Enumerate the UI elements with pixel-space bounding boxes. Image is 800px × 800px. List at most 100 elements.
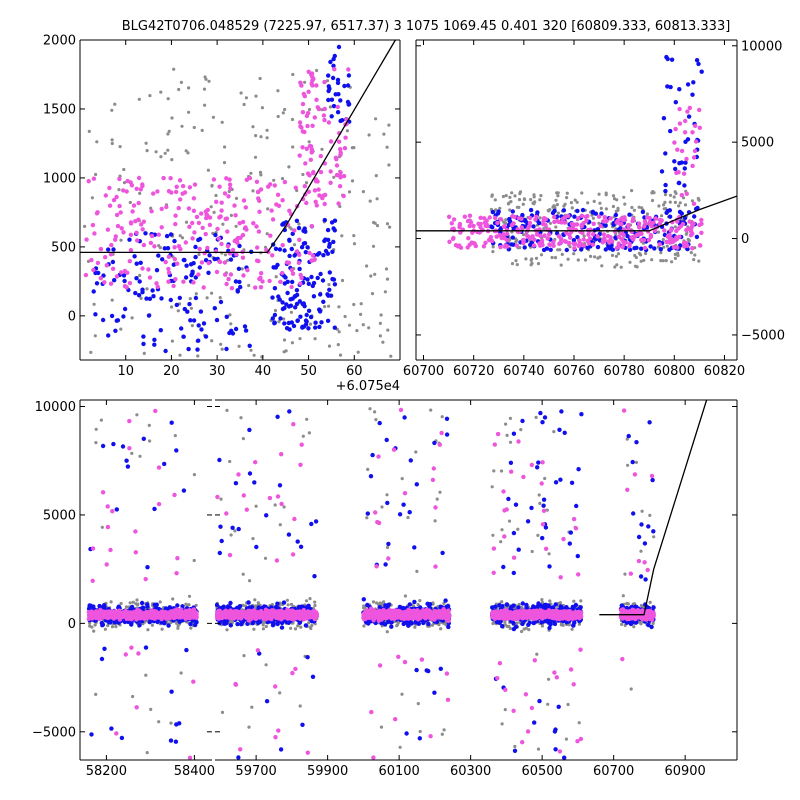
x-tick-label: 10 [117, 364, 134, 379]
grey-point [293, 627, 298, 631]
magenta-point [89, 257, 94, 263]
grey-point [536, 262, 541, 266]
grey-point [287, 165, 291, 169]
magenta-point [690, 130, 695, 135]
grey-point [110, 138, 114, 142]
grey-point [684, 232, 688, 236]
grey-point [194, 603, 198, 607]
blue-point [162, 246, 167, 251]
grey-point [207, 79, 211, 83]
grey-point [583, 258, 588, 262]
grey-point [189, 626, 193, 630]
blue-point [328, 59, 333, 65]
magenta-point [322, 79, 327, 85]
blue-point [331, 63, 336, 68]
grey-point [276, 114, 280, 119]
magenta-point [228, 186, 233, 191]
blue-point [329, 114, 334, 119]
model-line [80, 40, 396, 254]
blue-point [106, 247, 111, 252]
blue-point [303, 322, 309, 327]
blue-point [182, 306, 187, 312]
blue-point [665, 208, 670, 214]
magenta-point [115, 223, 121, 229]
grey-point [697, 259, 701, 263]
grey-point [510, 191, 514, 195]
grey-point [388, 225, 392, 229]
magenta-point [636, 221, 642, 226]
magenta-point [679, 192, 684, 198]
magenta-point [476, 221, 481, 226]
grey-point [92, 629, 96, 633]
grey-point [307, 140, 311, 144]
blue-point [137, 623, 142, 628]
magenta-point [466, 236, 471, 241]
magenta-point [254, 258, 260, 263]
magenta-point [175, 611, 180, 616]
grey-point [352, 146, 356, 150]
grey-point [178, 353, 182, 357]
magenta-point [127, 418, 132, 424]
magenta-point [677, 121, 683, 126]
blue-point [322, 238, 327, 244]
blue-point [156, 253, 161, 258]
blue-point [100, 443, 106, 449]
magenta-point [117, 203, 122, 209]
grey-point [234, 196, 239, 200]
blue-point [673, 100, 678, 105]
blue-point [169, 420, 174, 425]
magenta-point [127, 259, 132, 264]
blue-point [287, 237, 292, 242]
magenta-point [692, 148, 698, 154]
blue-point [272, 286, 278, 291]
magenta-point [622, 215, 627, 220]
blue-point [694, 58, 700, 63]
blue-point [134, 276, 139, 281]
magenta-point [151, 191, 156, 196]
magenta-point [204, 215, 209, 221]
magenta-point [626, 222, 631, 228]
grey-point [200, 128, 204, 132]
magenta-point [266, 184, 271, 189]
magenta-point [144, 614, 150, 620]
blue-point [292, 253, 297, 258]
blue-point [299, 604, 305, 609]
grey-point [553, 256, 558, 260]
magenta-point [493, 215, 498, 221]
grey-point [283, 107, 287, 112]
magenta-point [668, 236, 674, 241]
blue-point [346, 102, 351, 107]
grey-point [119, 601, 123, 606]
magenta-point [118, 210, 123, 215]
magenta-point [131, 203, 137, 208]
magenta-point [687, 105, 692, 111]
blue-point [122, 306, 128, 312]
blue-point [238, 284, 243, 290]
magenta-point [173, 221, 178, 227]
blue-point [672, 159, 677, 164]
grey-point [345, 129, 349, 133]
blue-point [331, 226, 336, 231]
grey-point [657, 204, 661, 208]
grey-point [113, 102, 117, 106]
blue-point [595, 244, 601, 250]
y-tick-label: 0 [68, 309, 76, 324]
grey-point [184, 149, 188, 153]
magenta-point [567, 240, 572, 246]
magenta-point [214, 199, 219, 204]
blue-point [152, 602, 157, 607]
grey-point [253, 598, 257, 602]
grey-point [374, 174, 378, 178]
blue-point [111, 441, 116, 447]
grey-point [327, 304, 331, 308]
x-tick-label: 58200 [86, 764, 127, 779]
grey-point [149, 707, 153, 712]
grey-point [575, 200, 579, 204]
grey-point [279, 783, 282, 786]
magenta-point [278, 279, 283, 284]
blue-point [663, 188, 668, 194]
magenta-point [306, 89, 311, 95]
magenta-point [149, 209, 154, 214]
grey-point [166, 97, 170, 101]
blue-point [289, 246, 294, 252]
